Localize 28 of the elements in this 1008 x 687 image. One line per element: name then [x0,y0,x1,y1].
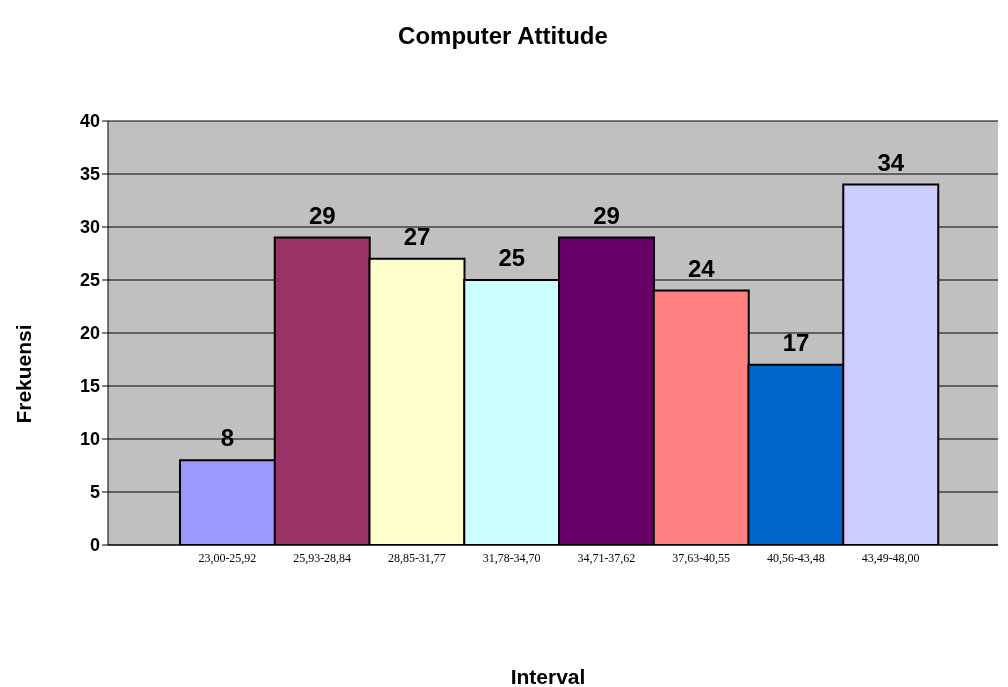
data-label: 29 [308,201,336,229]
data-label: 27 [403,222,431,250]
y-tick-label: 35 [79,164,100,185]
data-label: 17 [782,328,810,356]
x-tick-label: 40,56-43,48 [766,550,825,565]
y-tick-label: 5 [89,482,100,503]
y-tick-label: 15 [79,376,100,397]
x-tick-label: 37,63-40,55 [672,550,731,565]
data-label: 8 [220,424,235,452]
x-axis-title: Interval [509,665,587,687]
data-label: 29 [593,201,620,229]
data-label: 34 [877,148,905,176]
y-axis-title: Frekuensi [12,323,36,426]
x-tick-label: 28,85-31,77 [387,550,446,565]
data-label: 24 [687,254,716,282]
y-tick-label: 30 [79,217,100,238]
chart-title: Computer Attitude [397,22,609,50]
y-tick-label: 25 [79,270,100,291]
x-tick-label: 23,00-25,92 [198,550,257,565]
x-tick-label: 43,49-48,00 [861,550,920,565]
y-tick-label: 20 [79,323,100,344]
y-tick-label: 40 [79,111,100,132]
x-tick-label: 34,71-37,62 [577,550,636,565]
data-label: 25 [498,244,526,271]
y-tick-label: 10 [79,429,100,450]
x-tick-label: 31,78-34,70 [482,550,541,565]
y-tick-label: 0 [89,535,100,556]
x-tick-label: 25,93-28,84 [293,550,352,565]
